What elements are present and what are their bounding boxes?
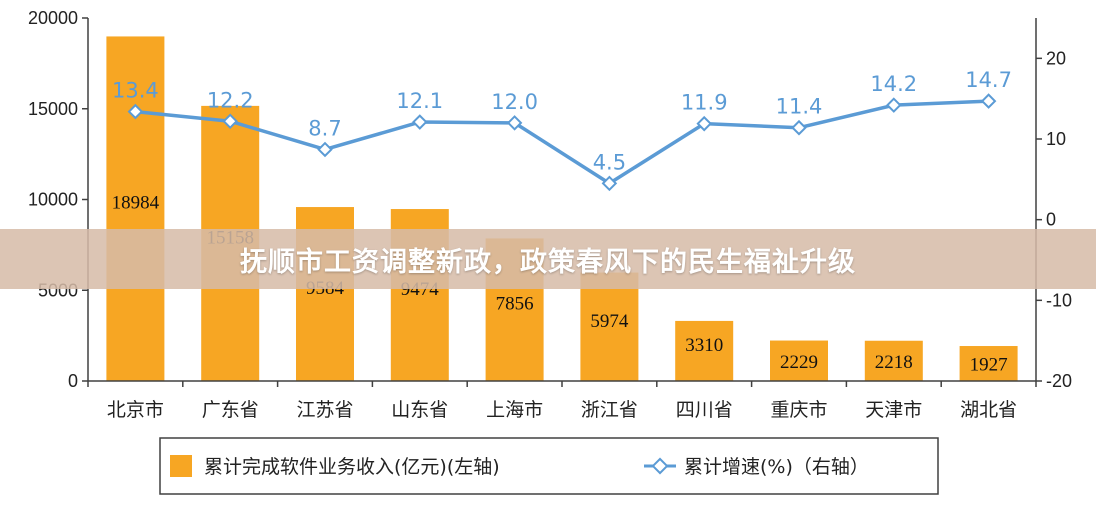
line-value-label: 12.0 bbox=[491, 90, 538, 114]
legend-bar-swatch bbox=[170, 455, 192, 477]
x-category-label: 江苏省 bbox=[296, 399, 353, 421]
x-category-label: 天津市 bbox=[865, 399, 922, 421]
line-point bbox=[317, 141, 333, 158]
left-tick-label: 15000 bbox=[28, 99, 78, 119]
right-tick-label: 0 bbox=[1046, 210, 1056, 230]
bar-value-label: 7856 bbox=[496, 294, 534, 315]
line-point bbox=[886, 97, 902, 113]
bar-value-label: 3310 bbox=[685, 335, 723, 356]
x-category-label: 四川省 bbox=[676, 399, 733, 421]
bar bbox=[580, 272, 639, 381]
line-point bbox=[412, 114, 428, 130]
line-value-label: 11.4 bbox=[776, 95, 823, 119]
right-tick-label: 10 bbox=[1046, 129, 1066, 149]
line-point bbox=[506, 115, 523, 131]
growth-line bbox=[135, 99, 989, 186]
line-point bbox=[980, 93, 997, 109]
legend: 累计完成软件业务收入(亿元)(左轴) 累计增速(%)（右轴） bbox=[159, 437, 939, 495]
bar bbox=[959, 346, 1018, 381]
line-value-label: 13.4 bbox=[112, 79, 159, 103]
right-axis-ticks: -20 -10 0 10 20 bbox=[1036, 48, 1072, 391]
bar bbox=[864, 340, 923, 381]
x-category-label: 北京市 bbox=[107, 399, 164, 421]
legend-line-marker bbox=[651, 457, 669, 475]
line-point bbox=[222, 113, 238, 130]
right-tick-label: -20 bbox=[1046, 371, 1072, 391]
line-point bbox=[791, 119, 807, 136]
line-value-label: 14.2 bbox=[870, 72, 917, 96]
bar bbox=[770, 340, 828, 381]
bar-value-label: 1927 bbox=[970, 355, 1008, 376]
line-point bbox=[601, 175, 618, 192]
x-category-label: 湖北省 bbox=[960, 399, 1017, 421]
x-category-label: 广东省 bbox=[202, 399, 259, 421]
bar-value-label: 2218 bbox=[875, 352, 913, 373]
line-value-label: 14.7 bbox=[965, 68, 1012, 92]
left-tick-label: 0 bbox=[68, 371, 78, 391]
bar-value-label: 2229 bbox=[780, 352, 818, 373]
bar-value-label: 5974 bbox=[590, 311, 629, 332]
x-category-label: 重庆市 bbox=[770, 399, 827, 421]
left-tick-label: 10000 bbox=[28, 190, 78, 210]
right-tick-label: 20 bbox=[1046, 48, 1066, 68]
legend-line-label: 累计增速(%)（右轴） bbox=[684, 456, 869, 478]
line-point bbox=[127, 103, 144, 120]
x-axis-ticks: 北京市 广东省 江苏省 山东省 上海市 浙江省 四川省 重庆市 天津市 湖北省 bbox=[87, 381, 1037, 421]
legend-box bbox=[159, 437, 939, 495]
bar-value-label: 18984 bbox=[112, 193, 160, 214]
right-tick-label: -10 bbox=[1046, 290, 1072, 310]
line-value-label: 8.7 bbox=[308, 116, 341, 140]
line-label-group: 13.4 12.2 8.7 12.1 12.0 4.5 11.9 11.4 14.2 14.7 bbox=[112, 68, 1012, 174]
x-category-label: 山东省 bbox=[391, 399, 448, 421]
line-value-label: 12.2 bbox=[207, 88, 254, 112]
x-category-label: 上海市 bbox=[486, 399, 543, 421]
line-value-label: 11.9 bbox=[681, 91, 728, 115]
line-point-group bbox=[127, 93, 997, 192]
banner-title: 抚顺市工资调整新政，政策春风下的民生福祉升级 bbox=[240, 246, 856, 278]
line-value-label: 4.5 bbox=[593, 150, 626, 174]
bar bbox=[675, 320, 734, 381]
left-tick-label: 20000 bbox=[28, 8, 78, 28]
line-point bbox=[696, 115, 712, 132]
title-banner: 抚顺市工资调整新政，政策春风下的民生福祉升级 bbox=[0, 229, 1096, 289]
line-series bbox=[135, 99, 989, 186]
legend-bar-label: 累计完成软件业务收入(亿元)(左轴) bbox=[204, 456, 500, 478]
x-category-label: 浙江省 bbox=[581, 399, 638, 421]
line-value-label: 12.1 bbox=[396, 89, 443, 113]
bar bbox=[106, 36, 165, 381]
